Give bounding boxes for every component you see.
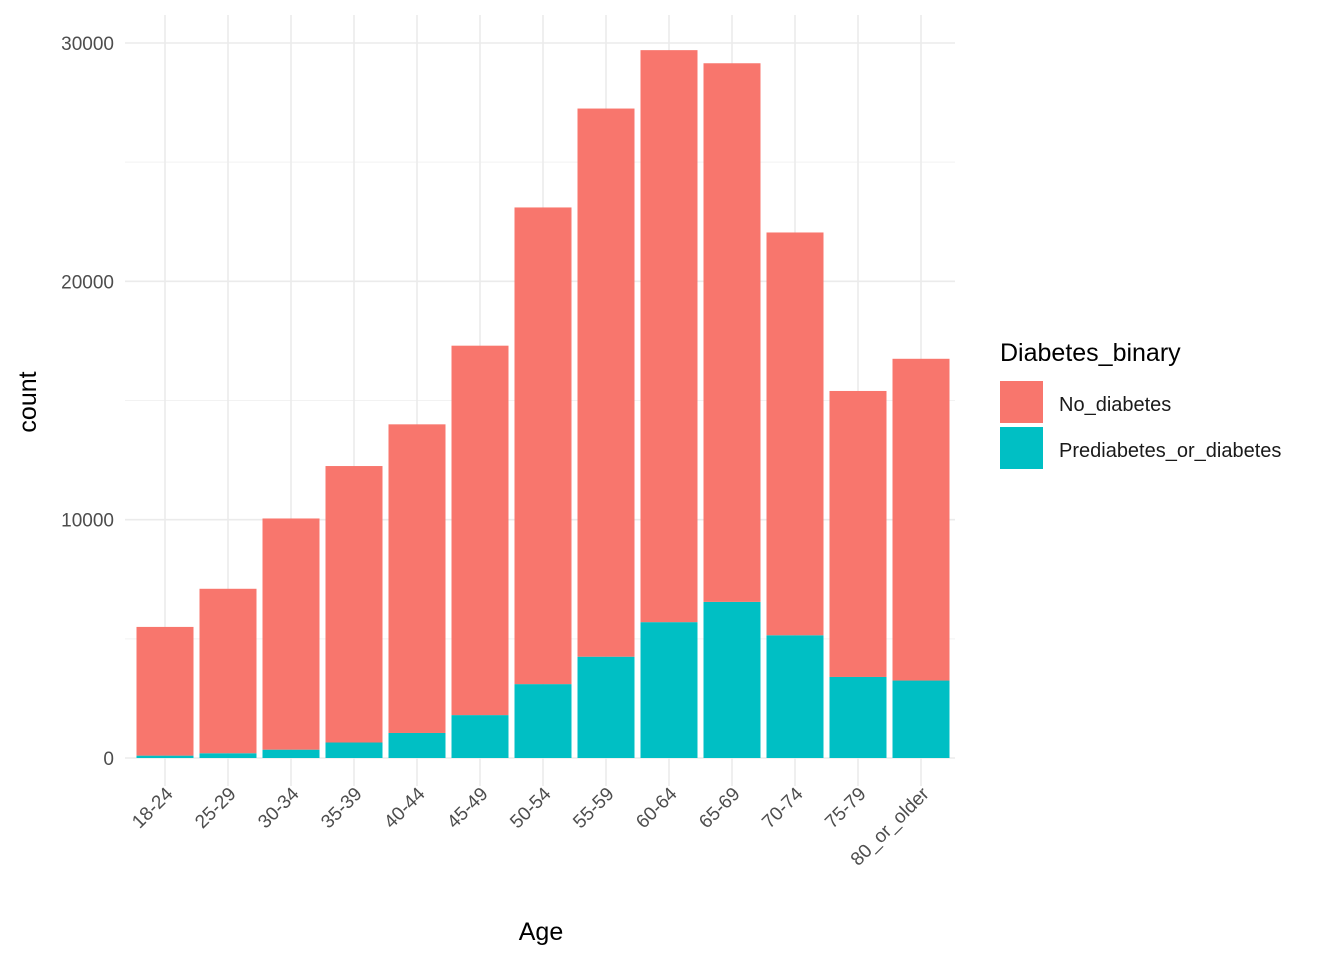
bar-prediabetes-or-diabetes-35-39 [325,742,383,758]
bar-prediabetes-or-diabetes-75-79 [829,676,887,758]
x-tick-label: 45-49 [443,784,492,833]
bar-no-diabetes-75-79 [829,390,887,677]
bar-no-diabetes-65-69 [703,63,761,602]
bar-no-diabetes-60-64 [640,50,698,623]
x-tick-label: 18-24 [128,783,178,833]
bar-no-diabetes-40-44 [388,424,446,733]
x-tick-label: 50-54 [506,783,556,833]
y-tick-label: 0 [103,749,114,770]
x-tick-label: 70-74 [758,783,808,833]
legend-key-no-diabetes [1000,381,1043,423]
x-tick-label: 30-34 [254,783,304,833]
bar-no-diabetes-25-29 [199,588,257,754]
y-tick-label: 30000 [61,34,114,55]
bar-prediabetes-or-diabetes-30-34 [262,749,320,758]
bar-no-diabetes-55-59 [577,108,635,657]
bar-no-diabetes-35-39 [325,466,383,743]
legend-title: Diabetes_binary [1000,339,1181,367]
x-tick-label: 65-69 [695,784,744,833]
x-axis-title: Age [519,918,563,946]
bar-no-diabetes-80-or-older [892,358,950,681]
x-tick-label: 60-64 [632,783,682,833]
bar-prediabetes-or-diabetes-55-59 [577,656,635,758]
x-tick-label: 25-29 [191,784,240,833]
legend: Diabetes_binary No_diabetes Prediabetes_… [1000,339,1281,469]
bar-prediabetes-or-diabetes-80-or-older [892,680,950,758]
x-tick-label: 75-79 [821,784,870,833]
bars [136,50,950,758]
x-tick-label: 55-59 [569,784,618,833]
x-tick-label: 35-39 [317,784,366,833]
bar-prediabetes-or-diabetes-45-49 [451,715,509,758]
bar-prediabetes-or-diabetes-70-74 [766,635,824,758]
x-axis-ticks: 18-24 25-29 30-34 35-39 40-44 45-49 50-54 55-59… [128,783,934,870]
bar-prediabetes-or-diabetes-18-24 [136,755,194,758]
y-axis-ticks: 0 10000 20000 30000 [61,34,114,770]
legend-key-prediabetes-or-diabetes [1000,427,1043,469]
legend-label-no-diabetes: No_diabetes [1059,394,1171,416]
bar-no-diabetes-50-54 [514,207,572,685]
bar-prediabetes-or-diabetes-40-44 [388,732,446,758]
y-tick-label: 20000 [61,272,114,293]
bar-prediabetes-or-diabetes-50-54 [514,684,572,758]
bar-no-diabetes-45-49 [451,345,509,716]
bar-prediabetes-or-diabetes-60-64 [640,622,698,758]
x-tick-label: 40-44 [380,783,430,833]
y-axis-title: count [14,371,42,432]
bar-no-diabetes-30-34 [262,518,320,750]
bar-prediabetes-or-diabetes-25-29 [199,753,257,758]
bar-no-diabetes-18-24 [136,626,194,756]
bar-prediabetes-or-diabetes-65-69 [703,601,761,758]
y-tick-label: 10000 [61,511,114,532]
legend-label-prediabetes-or-diabetes: Prediabetes_or_diabetes [1059,440,1281,462]
bar-no-diabetes-70-74 [766,232,824,636]
